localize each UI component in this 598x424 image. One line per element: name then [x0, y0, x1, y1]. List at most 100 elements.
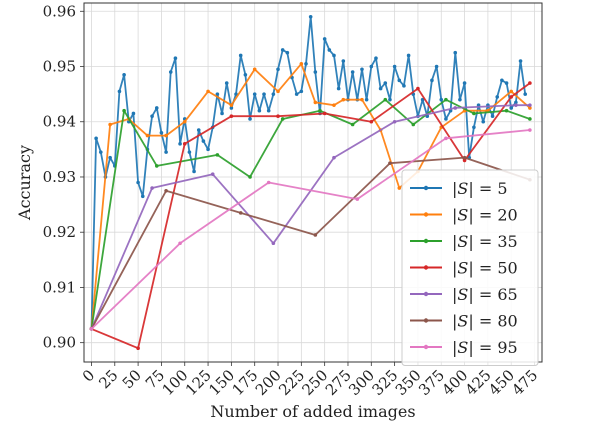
data-point: [215, 153, 220, 157]
data-point: [383, 81, 388, 85]
data-point: [196, 128, 201, 132]
legend-label: |S| = 20: [452, 206, 518, 225]
data-point: [406, 53, 411, 58]
data-point: [229, 114, 234, 119]
legend-label: |S| = 5: [452, 179, 508, 198]
data-point: [392, 64, 397, 69]
x-tick-label: 50: [119, 366, 145, 392]
data-point: [229, 103, 234, 107]
data-point: [229, 106, 234, 110]
data-point: [238, 211, 243, 215]
data-point: [392, 119, 397, 124]
data-point: [327, 48, 332, 52]
data-point: [304, 61, 308, 66]
data-point: [299, 61, 304, 66]
data-point: [350, 70, 355, 74]
data-point: [523, 92, 528, 96]
data-point: [462, 81, 467, 85]
data-point: [220, 111, 224, 116]
legend-item: |S| = 65: [410, 285, 518, 304]
data-point: [402, 84, 406, 88]
legend-item: |S| = 80: [410, 312, 518, 331]
data-point: [136, 180, 140, 185]
data-point: [444, 117, 448, 121]
data-point: [140, 194, 145, 199]
data-point: [154, 164, 159, 168]
data-point: [318, 108, 322, 113]
data-point: [397, 186, 402, 190]
data-point: [248, 175, 252, 179]
data-point: [206, 147, 210, 152]
data-point: [187, 150, 192, 154]
data-point: [168, 70, 173, 74]
legend-label: |S| = 35: [452, 232, 518, 251]
data-point: [430, 78, 434, 83]
data-point: [257, 108, 262, 113]
data-point: [341, 59, 346, 63]
data-point: [416, 86, 420, 91]
data-point: [509, 89, 514, 94]
data-point: [528, 81, 532, 85]
data-point: [355, 197, 360, 201]
data-point: [94, 136, 98, 141]
data-point: [206, 89, 210, 94]
data-point: [150, 186, 154, 190]
series-layer: [89, 15, 532, 350]
plot-frame: [83, 2, 543, 363]
data-point: [192, 169, 196, 174]
data-point: [453, 106, 458, 110]
data-point: [458, 97, 462, 102]
x-tick-label: 0: [79, 366, 98, 385]
data-point: [164, 150, 168, 154]
legend-marker: [423, 291, 429, 297]
data-point: [453, 50, 458, 55]
data-point: [472, 125, 476, 130]
legend-box: [401, 169, 539, 366]
data-point: [108, 155, 112, 160]
data-point: [360, 67, 364, 72]
data-point: [182, 142, 187, 146]
legend-marker: [423, 318, 429, 323]
data-point: [173, 56, 178, 61]
data-point: [341, 97, 346, 102]
legend: |S| = 5 |S| = 20 |S| = 35 |S| = 50 |S| = 65 |…: [401, 169, 539, 366]
data-point: [313, 100, 318, 105]
legend-item: |S| = 95: [410, 338, 518, 357]
data-point: [210, 172, 215, 177]
data-point: [374, 56, 378, 61]
data-point: [252, 67, 257, 72]
data-point: [159, 130, 164, 135]
data-point: [504, 81, 509, 85]
legend-label: |S| = 50: [452, 259, 518, 278]
data-point: [336, 86, 341, 91]
data-point: [514, 103, 518, 107]
data-point: [266, 108, 271, 113]
data-point: [528, 128, 532, 132]
data-point: [262, 92, 266, 96]
data-point: [308, 15, 313, 19]
data-point: [462, 158, 467, 163]
y-axis-label: Accuracy: [15, 145, 34, 221]
x-tick-label: 25: [95, 366, 121, 392]
data-point: [266, 180, 271, 185]
data-point: [332, 155, 336, 160]
data-point: [528, 103, 532, 107]
legend-marker: [423, 185, 429, 191]
data-point: [271, 92, 276, 96]
data-point: [280, 48, 285, 52]
data-point: [322, 111, 327, 116]
data-point: [490, 114, 495, 119]
data-point: [243, 73, 248, 77]
series-line: [90, 15, 527, 329]
data-point: [500, 78, 504, 83]
data-point: [178, 241, 182, 246]
legend-marker: [423, 344, 429, 350]
data-point: [434, 64, 439, 69]
data-point: [364, 97, 369, 102]
data-point: [299, 89, 304, 94]
data-point: [369, 119, 374, 124]
data-point: [108, 122, 112, 127]
data-point: [248, 117, 252, 121]
data-point: [154, 106, 159, 110]
